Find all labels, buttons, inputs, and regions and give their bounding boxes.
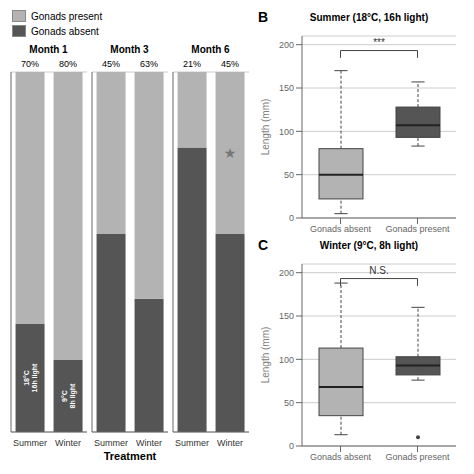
svg-text:200: 200 [279,268,294,278]
svg-text:45%: 45% [102,59,120,69]
svg-text:Length (mm): Length (mm) [260,327,271,384]
svg-text:100: 100 [279,127,294,137]
html-text:Month 1: Month 1 [29,44,68,55]
html-text:B: B [258,9,269,25]
svg-text:50: 50 [284,170,294,180]
html-text:Gonads absent: Gonads absent [31,25,99,37]
svg-text:18°C: 18°C [23,370,30,386]
svg-text:150: 150 [279,311,294,321]
html-text:C: C [258,237,269,253]
svg-text:70%: 70% [21,59,39,69]
svg-text:★: ★ [224,145,237,161]
svg-text:9°C: 9°C [61,390,68,402]
svg-text:Winter: Winter [217,438,243,448]
svg-text:0: 0 [289,441,294,451]
svg-text:N.S.: N.S. [369,265,388,276]
svg-text:100: 100 [279,355,294,365]
svg-text:50: 50 [284,398,294,408]
html-text:Summer (18°C, 16h light): Summer (18°C, 16h light) [309,11,429,23]
svg-text:0: 0 [289,213,294,223]
svg-text:Gonads present: Gonads present [385,224,450,234]
html-text:Month 3: Month 3 [110,44,149,55]
svg-text:Summer: Summer [13,438,47,448]
html-text:Treatment: Treatment [103,450,157,462]
svg-text:200: 200 [279,40,294,50]
html-text:Month 6: Month 6 [191,44,230,55]
svg-text:16h light: 16h light [31,363,39,392]
svg-text:Winter: Winter [136,438,162,448]
svg-text:150: 150 [279,83,294,93]
svg-text:Summer: Summer [94,438,128,448]
svg-text:***: *** [373,37,385,48]
svg-text:8h light: 8h light [69,383,77,409]
svg-text:80%: 80% [59,59,77,69]
svg-text:Winter: Winter [55,438,81,448]
svg-text:Gonads present: Gonads present [385,452,450,462]
svg-text:Summer: Summer [175,438,209,448]
svg-text:63%: 63% [140,59,158,69]
svg-text:Length (mm): Length (mm) [260,99,271,156]
svg-text:Gonads absent: Gonads absent [310,224,372,234]
svg-text:21%: 21% [183,59,201,69]
html-text:Gonads present: Gonads present [31,10,103,22]
html-text:Winter (9°C, 8h light): Winter (9°C, 8h light) [319,239,419,251]
svg-text:45%: 45% [221,59,239,69]
svg-text:Gonads absent: Gonads absent [310,452,372,462]
